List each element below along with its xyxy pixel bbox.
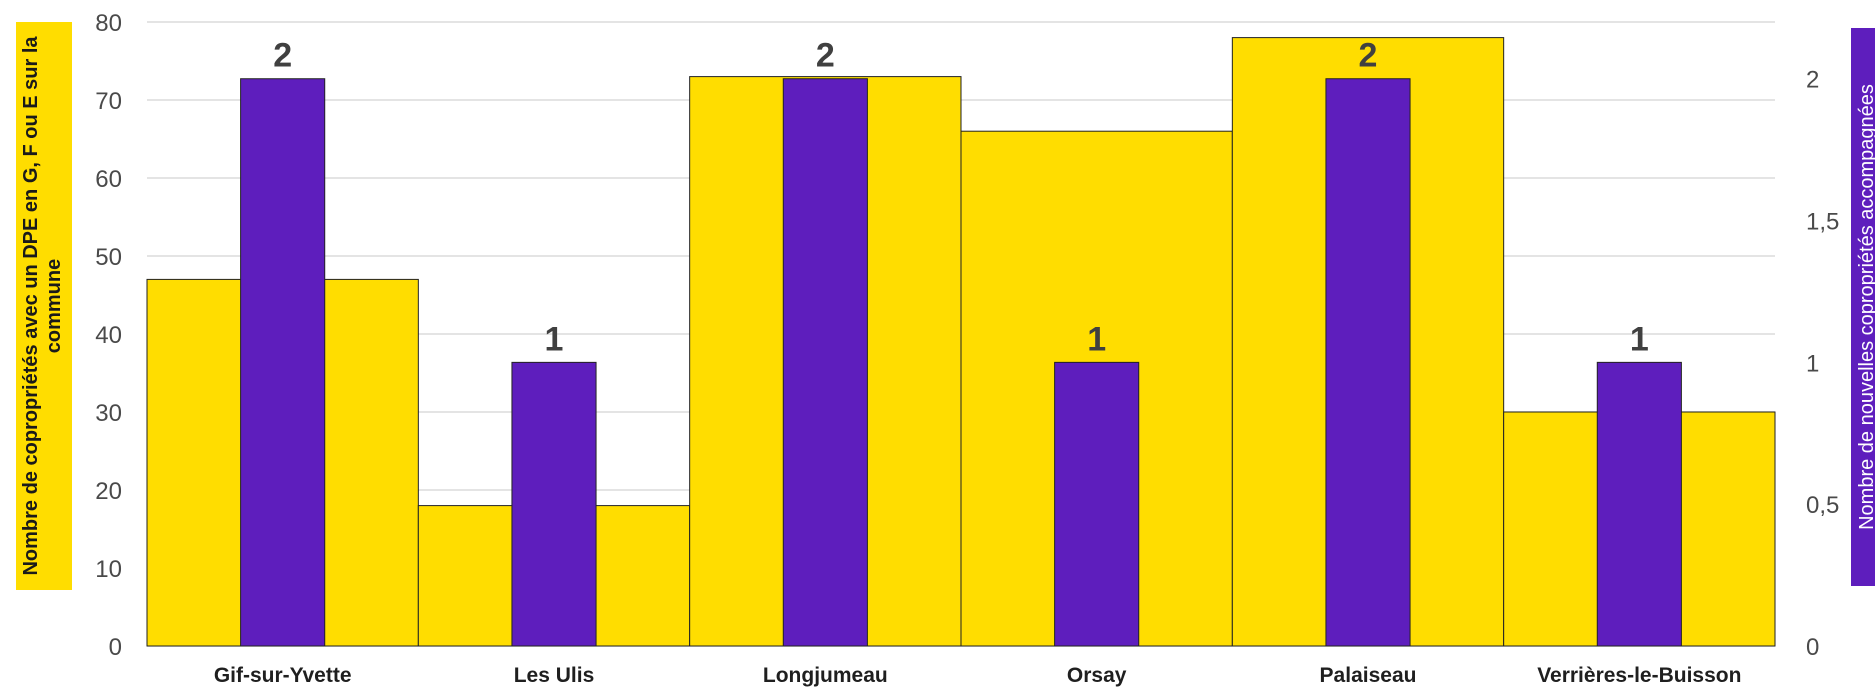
- purple-bar-data-label: 1: [1087, 320, 1106, 358]
- right-axis-title-text: Nombre de nouvelles copropriétés accompa…: [1856, 84, 1875, 530]
- data-label-group: 2 1 2 1 2 1: [273, 37, 1649, 359]
- left-axis-title-line1: Nombre de copropriétés avec un DPE en G,…: [20, 36, 42, 576]
- left-tick-label: 0: [109, 634, 122, 661]
- left-axis-title: Nombre de copropriétés avec un DPE en G,…: [16, 22, 72, 590]
- category-label: Longjumeau: [763, 664, 888, 687]
- right-tick-label: 0: [1806, 634, 1819, 661]
- category-labels: Gif-sur-Yvette Les Ulis Longjumeau Orsay Pal…: [214, 664, 1742, 687]
- left-tick-label: 10: [95, 556, 122, 583]
- category-label: Palaiseau: [1320, 664, 1417, 687]
- left-axis-ticks: 0 10 20 30 40 50 60 70 80: [95, 10, 122, 661]
- purple-bar-data-label: 2: [1359, 37, 1378, 75]
- purple-bar: [1054, 361, 1140, 647]
- category-label: Orsay: [1067, 664, 1127, 687]
- right-axis-title: Nombre de nouvelles copropriétés accompa…: [1851, 28, 1875, 586]
- category-label: Verrières-le-Buisson: [1537, 664, 1741, 687]
- purple-bar-data-label: 1: [545, 320, 564, 358]
- right-axis-title-background: [1851, 28, 1875, 586]
- category-label: Les Ulis: [514, 664, 595, 687]
- purple-bar-data-label: 1: [1630, 320, 1649, 358]
- left-tick-label: 50: [95, 244, 122, 271]
- left-tick-label: 20: [95, 478, 122, 505]
- right-tick-label: 0,5: [1806, 492, 1839, 519]
- purple-bar-data-label: 2: [273, 37, 292, 75]
- left-tick-label: 70: [95, 88, 122, 115]
- purple-bar-series: [240, 78, 1682, 647]
- category-label: Gif-sur-Yvette: [214, 664, 352, 687]
- purple-bar-data-label: 2: [816, 37, 835, 75]
- left-axis-title-background: [16, 22, 72, 590]
- left-tick-label: 80: [95, 10, 122, 37]
- purple-bar: [1596, 361, 1682, 647]
- purple-bar: [1325, 78, 1411, 647]
- left-tick-label: 60: [95, 166, 122, 193]
- right-tick-label: 1,5: [1806, 209, 1839, 236]
- left-tick-label: 40: [95, 322, 122, 349]
- left-axis-title-line2: commune: [43, 259, 65, 353]
- purple-bar: [782, 78, 868, 647]
- left-tick-label: 30: [95, 400, 122, 427]
- purple-bar: [240, 78, 326, 647]
- right-tick-label: 1: [1806, 350, 1819, 377]
- right-tick-label: 2: [1806, 67, 1819, 94]
- yellow-bar-series: [146, 37, 1776, 647]
- purple-bar: [511, 361, 597, 647]
- right-axis-ticks: 0 0,5 1 1,5 2: [1806, 67, 1839, 661]
